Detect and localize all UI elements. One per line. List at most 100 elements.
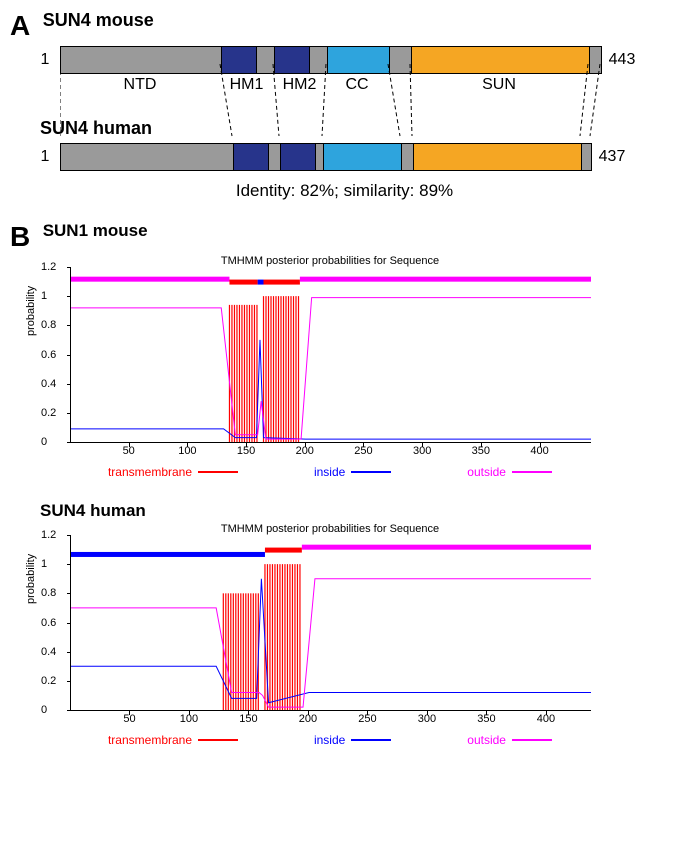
domain-label: CC <box>326 76 388 94</box>
protein-segment <box>411 47 589 73</box>
domain-labels-row: NTDHM1HM2CCSUN <box>60 76 679 94</box>
x-tick-label: 50 <box>123 713 135 725</box>
domain-label: HM2 <box>273 76 326 94</box>
x-tick-label: 150 <box>239 713 257 725</box>
sun4-mouse-bar <box>60 46 602 74</box>
y-tick-label: 0.4 <box>41 646 56 658</box>
human-start-label: 1 <box>30 148 60 166</box>
x-tick-label: 350 <box>477 713 495 725</box>
legend-item: transmembrane <box>108 465 238 479</box>
protein-segment <box>315 144 323 170</box>
legend-item: inside <box>314 465 391 479</box>
chart1-xticks: 50 100 150 200 250 300 350 400 <box>70 443 590 459</box>
y-tick-label: 0.2 <box>41 407 56 419</box>
y-tick-label: 0.4 <box>41 378 56 390</box>
y-tick-label: 0.8 <box>41 587 56 599</box>
legend-label: outside <box>467 733 506 747</box>
y-tick-label: 1.2 <box>41 529 56 541</box>
sun4-human-title: SUN4 human <box>40 118 679 139</box>
identity-text: Identity: 82%; similarity: 89% <box>10 181 679 201</box>
protein-segment <box>327 47 389 73</box>
legend-label: transmembrane <box>108 465 192 479</box>
protein-segment <box>323 144 401 170</box>
y-tick-label: 1.2 <box>41 261 56 273</box>
legend-swatch <box>351 739 391 741</box>
x-tick-label: 250 <box>358 713 376 725</box>
chart1-container: TMHMM posterior probabilities for Sequen… <box>70 255 679 479</box>
sun4-mouse-title: SUN4 mouse <box>43 10 154 31</box>
panel-b-label: B <box>10 221 30 253</box>
protein-segment <box>401 144 413 170</box>
y-tick-label: 0.6 <box>41 349 56 361</box>
chart2-title: SUN4 human <box>40 501 146 520</box>
x-tick-label: 400 <box>537 713 555 725</box>
protein-segment <box>61 144 233 170</box>
domain-label: NTD <box>60 76 220 94</box>
protein-segment <box>309 47 327 73</box>
legend-item: outside <box>467 465 552 479</box>
legend-item: outside <box>467 733 552 747</box>
protein-segment <box>268 144 280 170</box>
protein-segment <box>274 47 309 73</box>
chart1-plot: probability 00.20.40.60.811.2 <box>70 267 591 443</box>
x-tick-label: 100 <box>178 445 196 457</box>
x-tick-label: 250 <box>354 445 372 457</box>
panel-a: A SUN4 mouse 1 443 NTDHM1HM2CCSUN SUN4 h… <box>10 10 679 201</box>
chart-svg <box>71 535 591 710</box>
legend-label: transmembrane <box>108 733 192 747</box>
chart2-xticks: 50 100 150 200 250 300 350 400 <box>70 711 590 727</box>
sun4-human-bar <box>60 143 592 171</box>
y-tick-label: 0.2 <box>41 675 56 687</box>
chart2-ylabel: probability <box>25 553 37 603</box>
domain-label: SUN <box>410 76 588 94</box>
legend-swatch <box>198 471 238 473</box>
protein-segment <box>221 47 256 73</box>
legend-label: inside <box>314 733 345 747</box>
protein-segment <box>280 144 315 170</box>
y-tick-label: 0.8 <box>41 319 56 331</box>
chart-svg <box>71 267 591 442</box>
sun4-mouse-bar-row: 1 443 <box>30 46 679 74</box>
x-tick-label: 350 <box>472 445 490 457</box>
mouse-end-label: 443 <box>602 51 642 69</box>
legend-label: inside <box>314 465 345 479</box>
protein-segment <box>413 144 581 170</box>
x-tick-label: 300 <box>418 713 436 725</box>
protein-segment <box>589 47 601 73</box>
x-tick-label: 150 <box>237 445 255 457</box>
chart2-plot: probability 00.20.40.60.811.2 <box>70 535 591 711</box>
legend-item: inside <box>314 733 391 747</box>
y-tick-label: 1 <box>41 558 47 570</box>
panel-b: B SUN1 mouse TMHMM posterior probabiliti… <box>10 221 679 747</box>
x-tick-label: 50 <box>123 445 135 457</box>
chart1-legend: transmembrane inside outside <box>70 465 590 479</box>
sun4-human-bar-row: 1 437 <box>30 143 679 171</box>
y-tick-label: 0.6 <box>41 617 56 629</box>
protein-segment <box>61 47 221 73</box>
chart1-title: SUN1 mouse <box>43 221 148 240</box>
legend-label: outside <box>467 465 506 479</box>
legend-swatch <box>512 471 552 473</box>
x-tick-label: 300 <box>413 445 431 457</box>
legend-item: transmembrane <box>108 733 238 747</box>
legend-swatch <box>351 471 391 473</box>
domain-label <box>388 76 410 94</box>
chart1-ylabel: probability <box>25 285 37 335</box>
protein-segment <box>581 144 591 170</box>
x-tick-label: 100 <box>180 713 198 725</box>
legend-swatch <box>512 739 552 741</box>
chart1-header: TMHMM posterior probabilities for Sequen… <box>70 255 590 267</box>
x-tick-label: 200 <box>299 713 317 725</box>
x-tick-label: 200 <box>296 445 314 457</box>
x-tick-label: 400 <box>530 445 548 457</box>
y-tick-label: 0 <box>41 436 47 448</box>
chart2-header: TMHMM posterior probabilities for Sequen… <box>70 523 590 535</box>
protein-segment <box>233 144 268 170</box>
y-tick-label: 0 <box>41 704 47 716</box>
chart2-container: TMHMM posterior probabilities for Sequen… <box>70 523 679 747</box>
legend-swatch <box>198 739 238 741</box>
mouse-start-label: 1 <box>30 51 60 69</box>
human-end-label: 437 <box>592 148 632 166</box>
chart2-legend: transmembrane inside outside <box>70 733 590 747</box>
y-tick-label: 1 <box>41 290 47 302</box>
